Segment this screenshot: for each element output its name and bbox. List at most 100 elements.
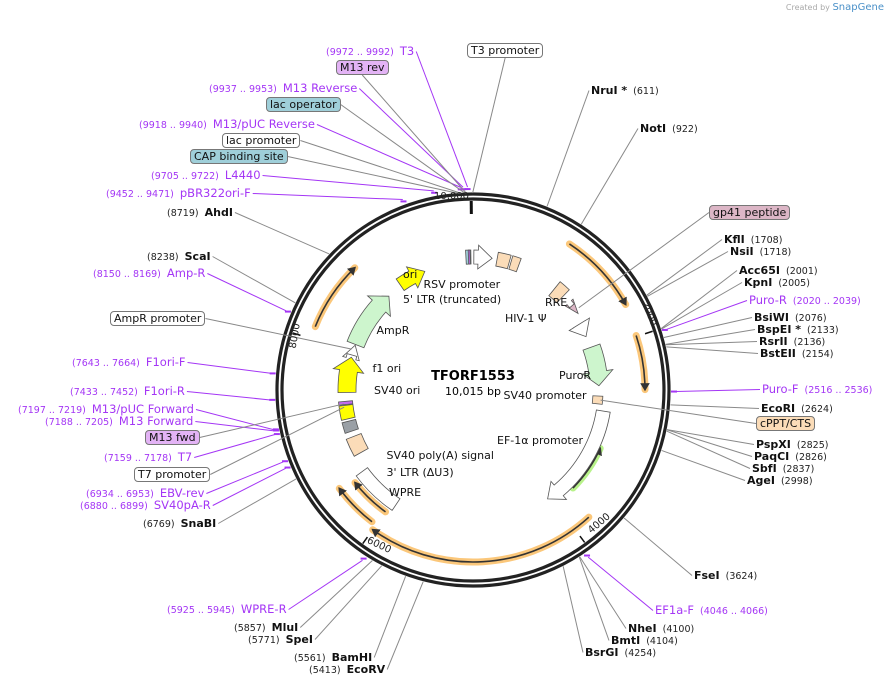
puror-feature — [581, 343, 614, 387]
feature-callout[interactable]: lac promoter — [222, 133, 301, 148]
enzyme-site-label[interactable]: NruI * 611 — [591, 83, 665, 98]
plasmid-size: 10,015 bp — [445, 385, 501, 398]
primer-label[interactable]: 6934 .. 6953 EBV-rev — [80, 486, 204, 501]
enzyme-site-label[interactable]: BsrGI 4254 — [585, 645, 662, 660]
enzyme-position: 5857 — [234, 623, 266, 634]
tick-mark — [644, 330, 653, 335]
primer-range: 7433 .. 7452 — [70, 387, 138, 398]
primer-range: 9705 .. 9722 — [151, 171, 219, 182]
enzyme-name: NruI * — [591, 84, 628, 97]
enzyme-site-label[interactable]: KpnI 2005 — [744, 275, 816, 290]
orf-arrow[interactable] — [371, 516, 590, 563]
primer-name: Amp-R — [166, 266, 206, 280]
feature-label: SV40 promoter — [503, 388, 587, 402]
feature-callout[interactable]: cPPT/CTS — [756, 416, 816, 431]
primer-range: 7197 .. 7219 — [18, 405, 86, 416]
primer-label[interactable]: EF1a-F 4046 .. 4066 — [655, 603, 774, 618]
leader-line — [234, 212, 330, 255]
orf-arrow[interactable] — [572, 446, 602, 489]
primer-label[interactable]: 9705 .. 9722 L4440 — [145, 168, 261, 183]
primer-label[interactable]: 8150 .. 8169 Amp-R — [87, 266, 205, 281]
enzyme-site-label[interactable]: NsiI 1718 — [730, 244, 797, 259]
leader-line — [675, 389, 761, 393]
rre-feature — [548, 281, 570, 304]
feature-callout[interactable]: lac operator — [266, 97, 341, 112]
enzyme-position: 922 — [672, 124, 698, 135]
ltr-3-feature — [345, 432, 369, 457]
primer-label[interactable]: 7643 .. 7664 F1ori-F — [66, 355, 186, 370]
feature-callout[interactable]: AmpR promoter — [110, 311, 206, 326]
enzyme-site-label[interactable]: EcoRI 2624 — [761, 401, 839, 416]
enzyme-site-label[interactable]: BstEII 2154 — [760, 346, 840, 361]
orf-arrow[interactable] — [635, 335, 650, 392]
leader-line — [205, 318, 352, 350]
orf-arrow[interactable] — [354, 481, 386, 513]
enzyme-site-label[interactable]: Acc65I 2001 — [739, 263, 824, 278]
enzyme-site-label[interactable]: PspXI 2825 — [756, 437, 835, 452]
feature-callout[interactable]: M13 rev — [336, 60, 389, 75]
enzyme-position: 5561 — [294, 653, 326, 664]
enzyme-name: PspXI — [756, 438, 791, 451]
primer-label[interactable]: 9972 .. 9992 T3 — [320, 44, 414, 59]
enzyme-site-label[interactable]: 5561 BamHI — [288, 650, 372, 665]
enzyme-site-label[interactable]: KflI 1708 — [724, 232, 788, 247]
feature-callout[interactable]: gp41 peptide — [709, 205, 791, 220]
leader-line — [187, 362, 271, 374]
enzyme-position: 1718 — [760, 247, 792, 258]
enzyme-site-label[interactable]: 8238 ScaI — [141, 249, 211, 264]
primer-label[interactable]: 6880 .. 6899 SV40pA-R — [74, 498, 211, 513]
feature-callout[interactable]: CAP binding site — [190, 149, 288, 164]
enzyme-name: BamHI — [331, 651, 373, 664]
enzyme-site-label[interactable]: AgeI 2998 — [747, 473, 819, 488]
orf-arrow[interactable] — [338, 487, 373, 523]
enzyme-site-label[interactable]: SbfI 2837 — [752, 461, 820, 476]
enzyme-site-label[interactable]: BsiWI 2076 — [754, 310, 833, 325]
orf-arrow[interactable] — [314, 266, 356, 327]
enzyme-position: 8238 — [147, 252, 179, 263]
feature-callout[interactable]: T3 promoter — [467, 43, 544, 58]
primer-label[interactable]: 7188 .. 7205 M13 Forward — [39, 414, 193, 429]
leader-line — [587, 556, 654, 611]
enzyme-site-label[interactable]: PaqCI 2826 — [754, 449, 833, 464]
primer-name: L4440 — [224, 168, 261, 182]
enzyme-site-label[interactable]: 5857 MluI — [228, 620, 298, 635]
primer-label[interactable]: 7159 .. 7178 T7 — [98, 450, 192, 465]
primer-label[interactable]: Puro-F 2516 .. 2536 — [762, 382, 878, 397]
enzyme-site-label[interactable]: 5413 EcoRV — [303, 662, 385, 677]
enzyme-site-label[interactable]: FseI 3624 — [694, 568, 763, 583]
enzyme-site-label[interactable]: NheI 4100 — [628, 621, 700, 636]
primer-range: 7188 .. 7205 — [45, 417, 113, 428]
primer-label[interactable]: 7433 .. 7452 F1ori-R — [64, 384, 185, 399]
enzyme-position: 5413 — [309, 665, 341, 676]
primer-label[interactable]: 9452 .. 9471 pBR322ori-F — [100, 186, 251, 201]
enzyme-site-label[interactable]: BmtI 4104 — [611, 633, 684, 648]
enzyme-site-label[interactable]: NotI 922 — [640, 121, 704, 136]
primer-label[interactable]: Puro-R 2020 .. 2039 — [749, 293, 867, 308]
enzyme-position: 2998 — [781, 476, 813, 487]
enzyme-site-label[interactable]: 8719 AhdI — [161, 205, 233, 220]
feature-callout[interactable]: T7 promoter — [134, 467, 211, 482]
orf-arrow[interactable] — [568, 243, 627, 306]
enzyme-name: BspEI * — [757, 323, 801, 336]
primer-name: M13 Forward — [118, 414, 194, 428]
leader-line — [580, 128, 639, 225]
primer-label[interactable]: 9937 .. 9953 M13 Reverse — [203, 81, 357, 96]
cppt-feature — [591, 395, 604, 405]
ampr-promoter-feature — [341, 344, 360, 362]
enzyme-position: 2826 — [795, 452, 827, 463]
primer-label[interactable]: 7197 .. 7219 M13/pUC Forward — [12, 402, 194, 417]
enzyme-position: 611 — [633, 86, 659, 97]
leader-line — [665, 341, 758, 346]
leader-line — [218, 478, 297, 524]
enzyme-site-label[interactable]: 5771 SpeI — [242, 632, 313, 647]
enzyme-site-label[interactable]: RsrII 2136 — [759, 334, 831, 349]
primer-label[interactable]: 9918 .. 9940 M13/pUC Reverse — [133, 117, 315, 132]
enzyme-position: 4100 — [663, 624, 695, 635]
feature-label: 3' LTR (ΔU3) — [386, 465, 454, 479]
enzyme-site-label[interactable]: BspEI * 2133 — [757, 322, 845, 337]
feature-callout[interactable]: M13 fwd — [145, 430, 200, 445]
enzyme-position: 2825 — [797, 440, 829, 451]
enzyme-site-label[interactable]: 6769 SnaBI — [137, 516, 216, 531]
primer-label[interactable]: 5925 .. 5945 WPRE-R — [161, 602, 287, 617]
